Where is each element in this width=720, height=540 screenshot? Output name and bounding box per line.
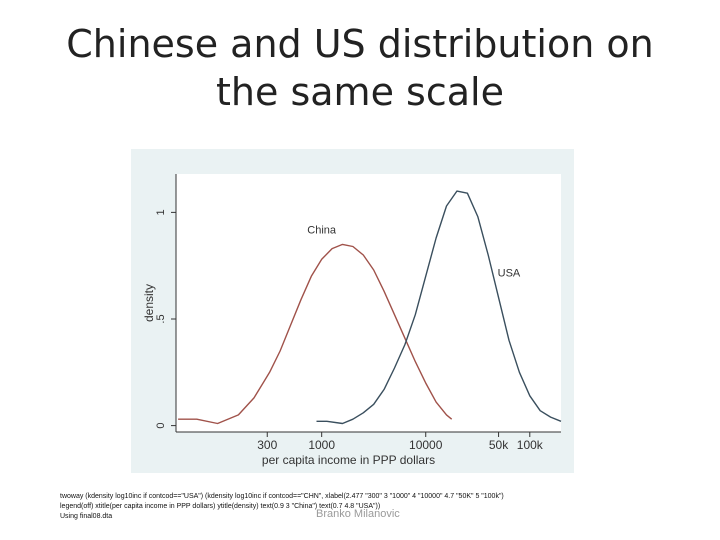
stata-command-footnote: twoway (kdensity log10inc if contcod=="U…	[60, 492, 504, 522]
density-line-usa	[316, 190, 562, 425]
footnote-line: twoway (kdensity log10inc if contcod=="U…	[60, 493, 504, 500]
y-axis-title: density	[142, 284, 156, 322]
x-tick-label: 10000	[409, 438, 443, 452]
plot-area	[176, 174, 561, 432]
y-tick-label: .5	[155, 314, 167, 323]
x-tick-label: 50k	[489, 438, 509, 452]
y-tick-label: 1	[155, 209, 167, 215]
annotation-china: China	[307, 225, 337, 237]
y-tick-label: 0	[155, 423, 167, 429]
x-tick-label: 1000	[308, 438, 335, 452]
x-tick-label: 100k	[517, 438, 544, 452]
density-chart: 0 .5 1 300 1000 10000 50k 100k per capita income…	[142, 174, 562, 467]
author-credit: Branko Milanovic	[316, 508, 400, 520]
x-axis-title: per capita income in PPP dollars	[262, 453, 435, 467]
slide-title: Chinese and US distribution on the same …	[66, 22, 654, 114]
footnote-line: Using final08.dta	[60, 513, 113, 520]
annotation-usa: USA	[498, 267, 521, 279]
footnote-line: legend(off) xtitle(per capita income in …	[60, 503, 381, 510]
density-line-china	[178, 243, 453, 425]
x-tick-label: 300	[257, 438, 277, 452]
